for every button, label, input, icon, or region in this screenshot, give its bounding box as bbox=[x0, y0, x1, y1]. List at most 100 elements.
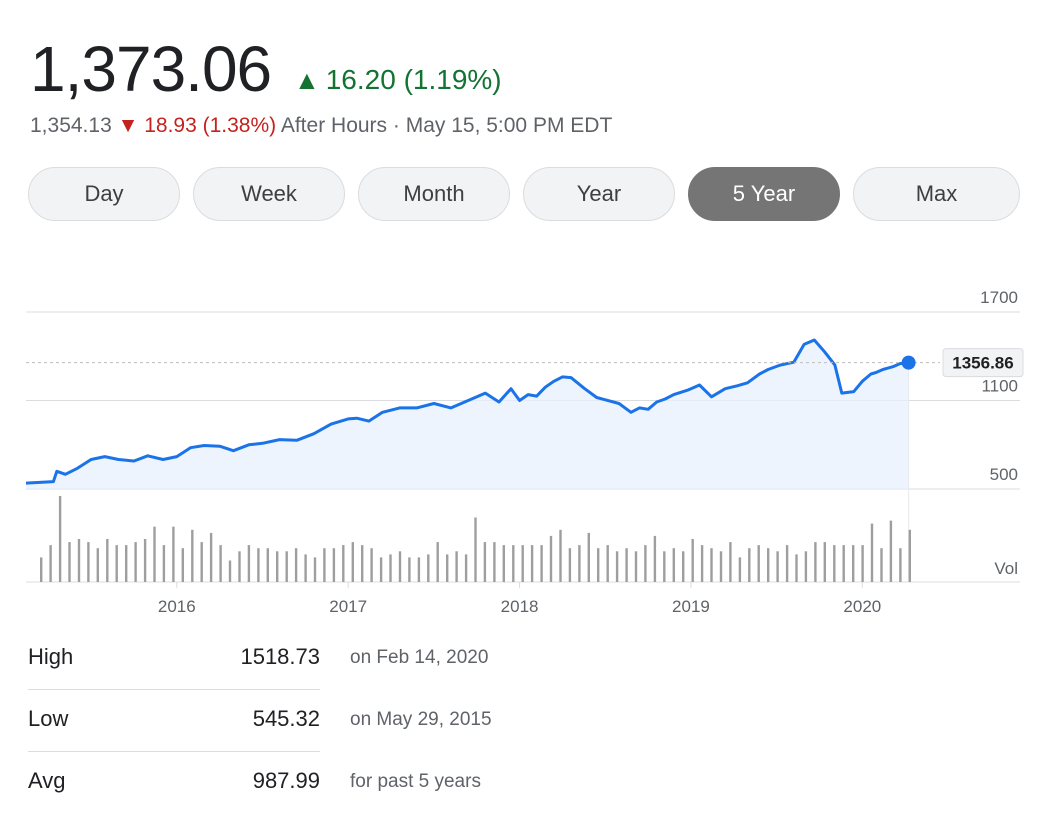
volume-bar bbox=[700, 545, 704, 582]
volume-bar bbox=[634, 551, 638, 582]
volume-bar bbox=[209, 532, 213, 582]
volume-bar bbox=[323, 548, 326, 582]
volume-bar bbox=[710, 548, 713, 582]
volume-bar bbox=[615, 551, 619, 582]
x-tick-label: 2017 bbox=[329, 597, 367, 616]
volume-bar bbox=[342, 545, 345, 582]
volume-bar bbox=[361, 545, 364, 582]
volume-bar bbox=[483, 542, 487, 582]
volume-bar bbox=[49, 545, 52, 582]
volume-bar bbox=[521, 545, 524, 582]
volume-bar bbox=[653, 535, 657, 582]
volume-bar bbox=[115, 545, 118, 582]
volume-bar bbox=[682, 551, 685, 582]
stat-value: 545.32 bbox=[252, 706, 320, 731]
volume-bar bbox=[96, 548, 99, 582]
volume-bar bbox=[417, 557, 421, 582]
volume-bar bbox=[238, 551, 241, 582]
volume-bar bbox=[313, 557, 317, 582]
volume-bar bbox=[408, 557, 411, 582]
volume-bar bbox=[785, 545, 789, 582]
volume-bar bbox=[389, 554, 392, 582]
range-max-button[interactable]: Max bbox=[853, 167, 1020, 221]
range-5year-button[interactable]: 5 Year bbox=[688, 167, 840, 221]
current-value-label: 1356.86 bbox=[952, 354, 1013, 373]
range-week-button[interactable]: Week bbox=[193, 167, 345, 221]
volume-bar bbox=[87, 542, 90, 582]
volume-bar bbox=[833, 545, 836, 582]
x-tick-label: 2019 bbox=[672, 597, 710, 616]
stat-note: on Feb 14, 2020 bbox=[350, 647, 489, 668]
stat-note: for past 5 years bbox=[350, 771, 481, 792]
volume-bar bbox=[889, 520, 893, 582]
volume-bar bbox=[370, 548, 373, 582]
divider bbox=[28, 689, 320, 690]
after-hours-label: After Hours · May 15, 5:00 PM EDT bbox=[280, 114, 613, 137]
volume-bar bbox=[757, 545, 760, 582]
stat-value: 1518.73 bbox=[240, 644, 320, 669]
volume-bar bbox=[134, 542, 137, 582]
range-month-button[interactable]: Month bbox=[358, 167, 510, 221]
volume-bar bbox=[729, 542, 732, 582]
price-line bbox=[25, 338, 909, 485]
volume-bar bbox=[644, 545, 647, 582]
volume-bar bbox=[606, 545, 609, 582]
volume-bar bbox=[823, 542, 826, 582]
volume-bar bbox=[502, 545, 505, 582]
volume-bar bbox=[172, 526, 175, 582]
after-hours-line: 1,354.13 ▼ 18.93 (1.38%) After Hours · M… bbox=[30, 110, 612, 142]
price-change: ▲ 16.20 (1.19%) bbox=[294, 60, 502, 100]
volume-bar bbox=[908, 529, 911, 582]
volume-bar bbox=[776, 551, 779, 582]
volume-bar bbox=[294, 548, 298, 582]
volume-bar bbox=[153, 526, 156, 582]
price-change-value: 16.20 (1.19%) bbox=[325, 64, 502, 95]
volume-bar bbox=[351, 542, 354, 582]
volume-bar bbox=[568, 548, 572, 582]
range-day-button[interactable]: Day bbox=[28, 167, 180, 221]
range-year-button[interactable]: Year bbox=[523, 167, 675, 221]
down-triangle-icon: ▼ bbox=[117, 114, 139, 137]
after-hours-price: 1,354.13 bbox=[30, 114, 112, 137]
volume-bar bbox=[379, 557, 383, 582]
volume-bar bbox=[691, 539, 694, 582]
volume-bar bbox=[578, 545, 581, 582]
volume-label: Vol bbox=[994, 559, 1018, 578]
volume-bar bbox=[861, 545, 864, 582]
volume-bar bbox=[436, 542, 439, 582]
stats-table: High 1518.73 on Feb 14, 2020 Low 545.32 … bbox=[28, 628, 628, 814]
volume-bar bbox=[587, 532, 590, 582]
current-price: 1,373.06 bbox=[30, 33, 272, 105]
volume-bar bbox=[219, 545, 222, 582]
volume-bar bbox=[266, 548, 269, 582]
volume-bar bbox=[181, 548, 184, 582]
volume-bar bbox=[200, 542, 203, 582]
price-area-fill bbox=[26, 340, 909, 489]
volume-bar bbox=[549, 535, 553, 582]
volume-bar bbox=[77, 539, 81, 582]
volume-bar bbox=[247, 545, 251, 582]
volume-bar bbox=[332, 548, 336, 582]
volume-bar bbox=[58, 496, 62, 582]
time-range-selector: Day Week Month Year 5 Year Max bbox=[28, 167, 1020, 221]
volume-bar bbox=[899, 548, 902, 582]
volume-bar bbox=[870, 523, 874, 582]
stat-note: on May 29, 2015 bbox=[350, 709, 492, 730]
volume-bar bbox=[795, 554, 798, 582]
up-triangle-icon: ▲ bbox=[294, 65, 320, 95]
volume-bar bbox=[143, 539, 147, 582]
volume-bar bbox=[68, 542, 71, 582]
volume-bar bbox=[559, 529, 562, 582]
volume-bar bbox=[398, 551, 402, 582]
volume-bar bbox=[512, 545, 515, 582]
volume-bar bbox=[106, 539, 109, 582]
stat-label: Low bbox=[28, 706, 69, 731]
volume-bar bbox=[257, 548, 260, 582]
volume-bar bbox=[814, 542, 817, 582]
volume-bar bbox=[597, 548, 600, 582]
volume-bar bbox=[880, 548, 883, 582]
volume-bar bbox=[493, 542, 496, 582]
volume-bar bbox=[738, 557, 742, 582]
stat-row-high: High 1518.73 on Feb 14, 2020 bbox=[28, 628, 628, 690]
volume-bar bbox=[748, 548, 751, 582]
